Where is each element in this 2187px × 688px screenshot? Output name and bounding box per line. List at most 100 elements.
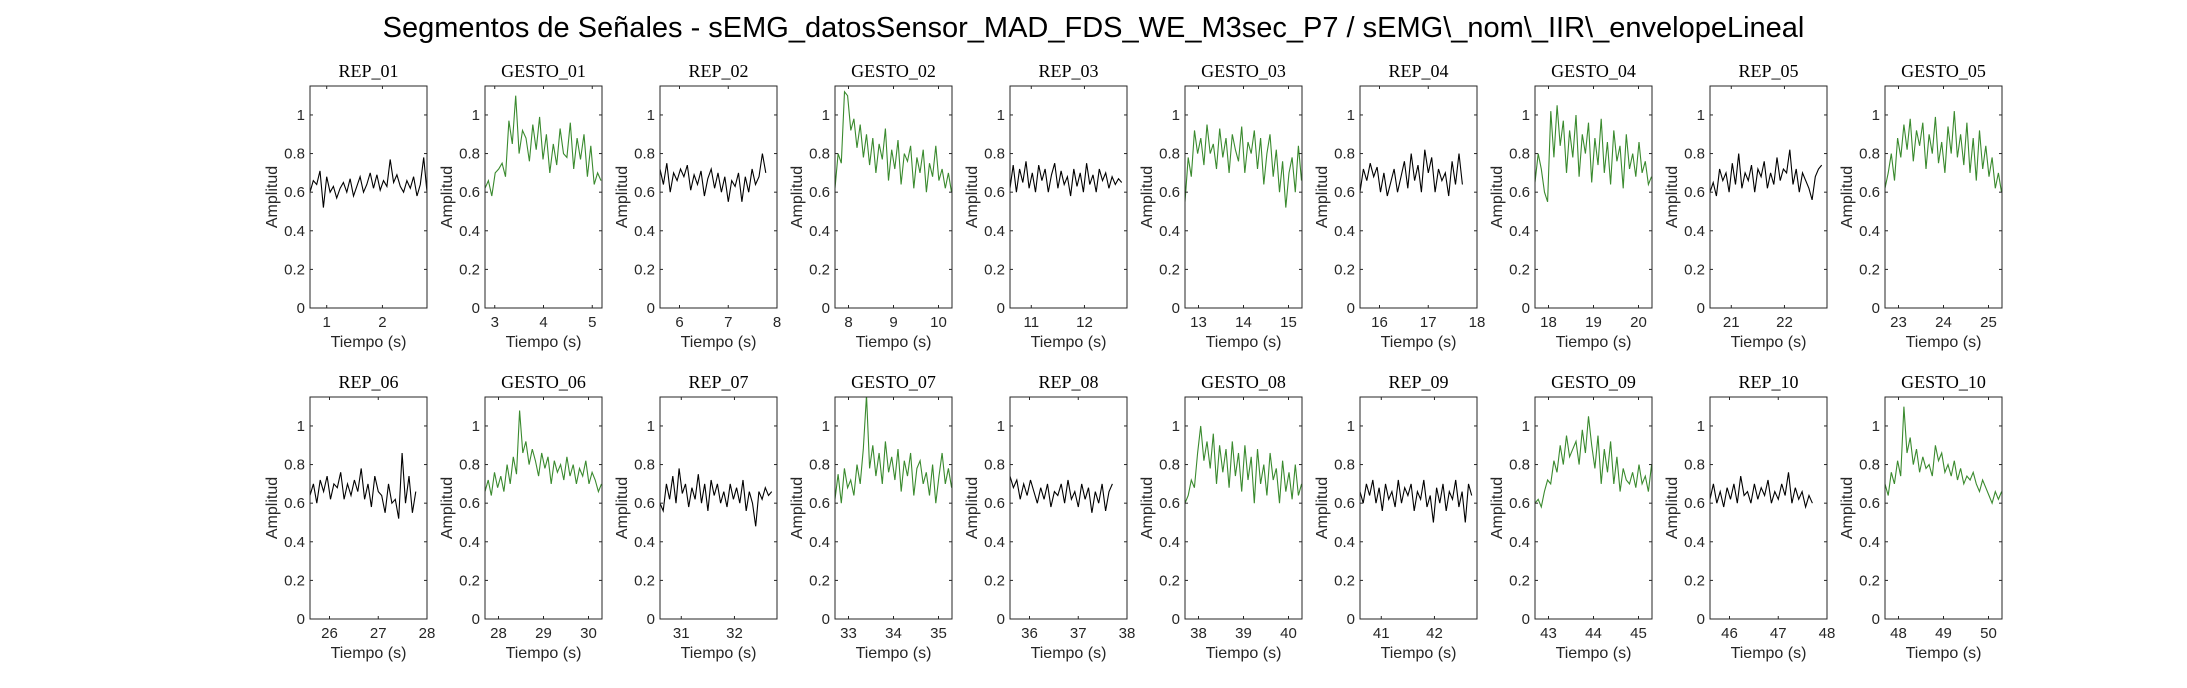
x-axis-label: Tiempo (s) bbox=[681, 645, 757, 662]
signal-line bbox=[1185, 124, 1302, 208]
y-axis-label: Amplitud bbox=[1139, 477, 1156, 539]
x-tick-label: 23 bbox=[1890, 314, 1907, 331]
subplot-title: REP_06 bbox=[338, 372, 398, 392]
signal-line bbox=[485, 410, 602, 496]
x-tick-label: 22 bbox=[1776, 314, 1793, 331]
axes-box bbox=[1534, 85, 1653, 309]
x-axis-label: Tiempo (s) bbox=[856, 334, 932, 351]
x-axis-label: Tiempo (s) bbox=[1556, 645, 1632, 662]
axes-box bbox=[484, 396, 603, 620]
x-tick-label: 1 bbox=[323, 314, 331, 331]
y-tick-label: 0.8 bbox=[284, 457, 305, 474]
y-axis-label: Amplitud bbox=[614, 166, 631, 228]
y-tick-label: 0 bbox=[472, 300, 480, 317]
subplot-gesto-05: 0 0.2 0.4 0.6 0.8 1 23 24 25 GESTO_05 Tiempo (s) Am… bbox=[1839, 61, 2003, 351]
y-tick-label: 0 bbox=[1172, 611, 1180, 628]
axes-box bbox=[659, 396, 778, 620]
y-tick-label: 0.8 bbox=[1159, 146, 1180, 163]
y-axis-label: Amplitud bbox=[1664, 166, 1681, 228]
x-tick-label: 9 bbox=[889, 314, 897, 331]
y-tick-label: 1 bbox=[1522, 418, 1530, 435]
y-tick-label: 1 bbox=[1872, 107, 1880, 124]
x-tick-label: 45 bbox=[1630, 625, 1647, 642]
subplot-title: REP_07 bbox=[688, 372, 748, 392]
subplot-gesto-03: 0 0.2 0.4 0.6 0.8 1 13 14 15 GESTO_03 Tiempo (s) Am… bbox=[1139, 61, 1303, 351]
y-tick-label: 1 bbox=[1172, 107, 1180, 124]
axes-box bbox=[834, 85, 953, 309]
y-tick-label: 0.8 bbox=[459, 457, 480, 474]
y-tick-label: 0.8 bbox=[1684, 457, 1705, 474]
y-tick-label: 0.4 bbox=[284, 534, 305, 551]
y-tick-label: 0.2 bbox=[1859, 261, 1880, 278]
x-axis-label: Tiempo (s) bbox=[1206, 334, 1282, 351]
y-tick-label: 0.2 bbox=[1334, 261, 1355, 278]
subplot-title: GESTO_08 bbox=[1201, 372, 1286, 392]
y-tick-label: 0.8 bbox=[1509, 457, 1530, 474]
y-tick-label: 0.8 bbox=[634, 457, 655, 474]
signal-line bbox=[1360, 149, 1463, 197]
y-tick-label: 0.8 bbox=[1859, 146, 1880, 163]
x-tick-label: 44 bbox=[1585, 625, 1602, 642]
y-axis-label: Amplitud bbox=[1664, 477, 1681, 539]
y-tick-label: 0.2 bbox=[1159, 572, 1180, 589]
subplot-title: REP_04 bbox=[1388, 61, 1448, 81]
x-tick-label: 29 bbox=[535, 625, 552, 642]
x-tick-label: 39 bbox=[1235, 625, 1252, 642]
x-tick-label: 41 bbox=[1373, 625, 1390, 642]
y-axis-label: Amplitud bbox=[1839, 166, 1856, 228]
subplot-gesto-08: 0 0.2 0.4 0.6 0.8 1 38 39 40 GESTO_08 Tiempo (s) Am… bbox=[1139, 372, 1303, 662]
x-tick-label: 15 bbox=[1280, 314, 1297, 331]
y-tick-label: 0.8 bbox=[984, 146, 1005, 163]
subplot-rep-07: 0 0.2 0.4 0.6 0.8 1 31 32 REP_07 Tiempo (s) Amplit… bbox=[614, 372, 778, 662]
y-tick-label: 1 bbox=[997, 418, 1005, 435]
subplot-rep-01: 0 0.2 0.4 0.6 0.8 1 1 2 REP_01 Tiempo (s) Amplitud bbox=[264, 61, 428, 351]
axes-box bbox=[309, 85, 428, 309]
axes-box bbox=[1009, 85, 1128, 309]
y-axis-label: Amplitud bbox=[439, 166, 456, 228]
subplot-title: REP_03 bbox=[1038, 61, 1098, 81]
x-axis-label: Tiempo (s) bbox=[1031, 334, 1107, 351]
x-tick-label: 8 bbox=[773, 314, 781, 331]
y-tick-label: 0.4 bbox=[459, 223, 480, 240]
y-tick-label: 0 bbox=[1697, 300, 1705, 317]
y-tick-label: 0.2 bbox=[1509, 572, 1530, 589]
x-tick-label: 14 bbox=[1235, 314, 1252, 331]
x-tick-label: 18 bbox=[1540, 314, 1557, 331]
x-tick-label: 46 bbox=[1721, 625, 1738, 642]
subplot-title: GESTO_07 bbox=[851, 372, 936, 392]
subplot-rep-02: 0 0.2 0.4 0.6 0.8 1 6 7 8 REP_02 Tiempo (s) Amplitu… bbox=[614, 61, 781, 351]
subplot-title: GESTO_05 bbox=[1901, 61, 1986, 81]
y-tick-label: 0.6 bbox=[634, 184, 655, 201]
x-tick-label: 26 bbox=[321, 625, 338, 642]
x-tick-label: 10 bbox=[930, 314, 947, 331]
y-tick-label: 0.6 bbox=[1684, 495, 1705, 512]
x-tick-label: 18 bbox=[1469, 314, 1486, 331]
signal-line bbox=[1535, 416, 1652, 509]
y-tick-label: 1 bbox=[1347, 418, 1355, 435]
x-axis-label: Tiempo (s) bbox=[1381, 334, 1457, 351]
x-tick-label: 28 bbox=[490, 625, 507, 642]
y-tick-label: 0.2 bbox=[284, 261, 305, 278]
x-axis-label: Tiempo (s) bbox=[681, 334, 757, 351]
x-tick-label: 43 bbox=[1540, 625, 1557, 642]
x-axis-label: Tiempo (s) bbox=[1731, 334, 1807, 351]
y-tick-label: 0.8 bbox=[1334, 457, 1355, 474]
y-tick-label: 0.4 bbox=[1684, 534, 1705, 551]
subplot-title: REP_01 bbox=[338, 61, 398, 81]
y-axis-label: Amplitud bbox=[1489, 477, 1506, 539]
subplot-rep-09: 0 0.2 0.4 0.6 0.8 1 41 42 REP_09 Tiempo (s) Amplit… bbox=[1314, 372, 1478, 662]
axes-box bbox=[1709, 396, 1828, 620]
x-tick-label: 28 bbox=[419, 625, 436, 642]
y-tick-label: 0.6 bbox=[459, 495, 480, 512]
y-tick-label: 0.4 bbox=[984, 223, 1005, 240]
signal-line bbox=[310, 452, 417, 519]
y-tick-label: 0.6 bbox=[1159, 495, 1180, 512]
x-tick-label: 48 bbox=[1819, 625, 1836, 642]
y-tick-label: 0.4 bbox=[809, 223, 830, 240]
y-tick-label: 0.8 bbox=[984, 457, 1005, 474]
x-tick-label: 47 bbox=[1770, 625, 1787, 642]
subplot-title: REP_02 bbox=[688, 61, 748, 81]
x-axis-label: Tiempo (s) bbox=[1031, 645, 1107, 662]
y-tick-label: 0.6 bbox=[984, 184, 1005, 201]
signal-line bbox=[1885, 111, 2002, 193]
